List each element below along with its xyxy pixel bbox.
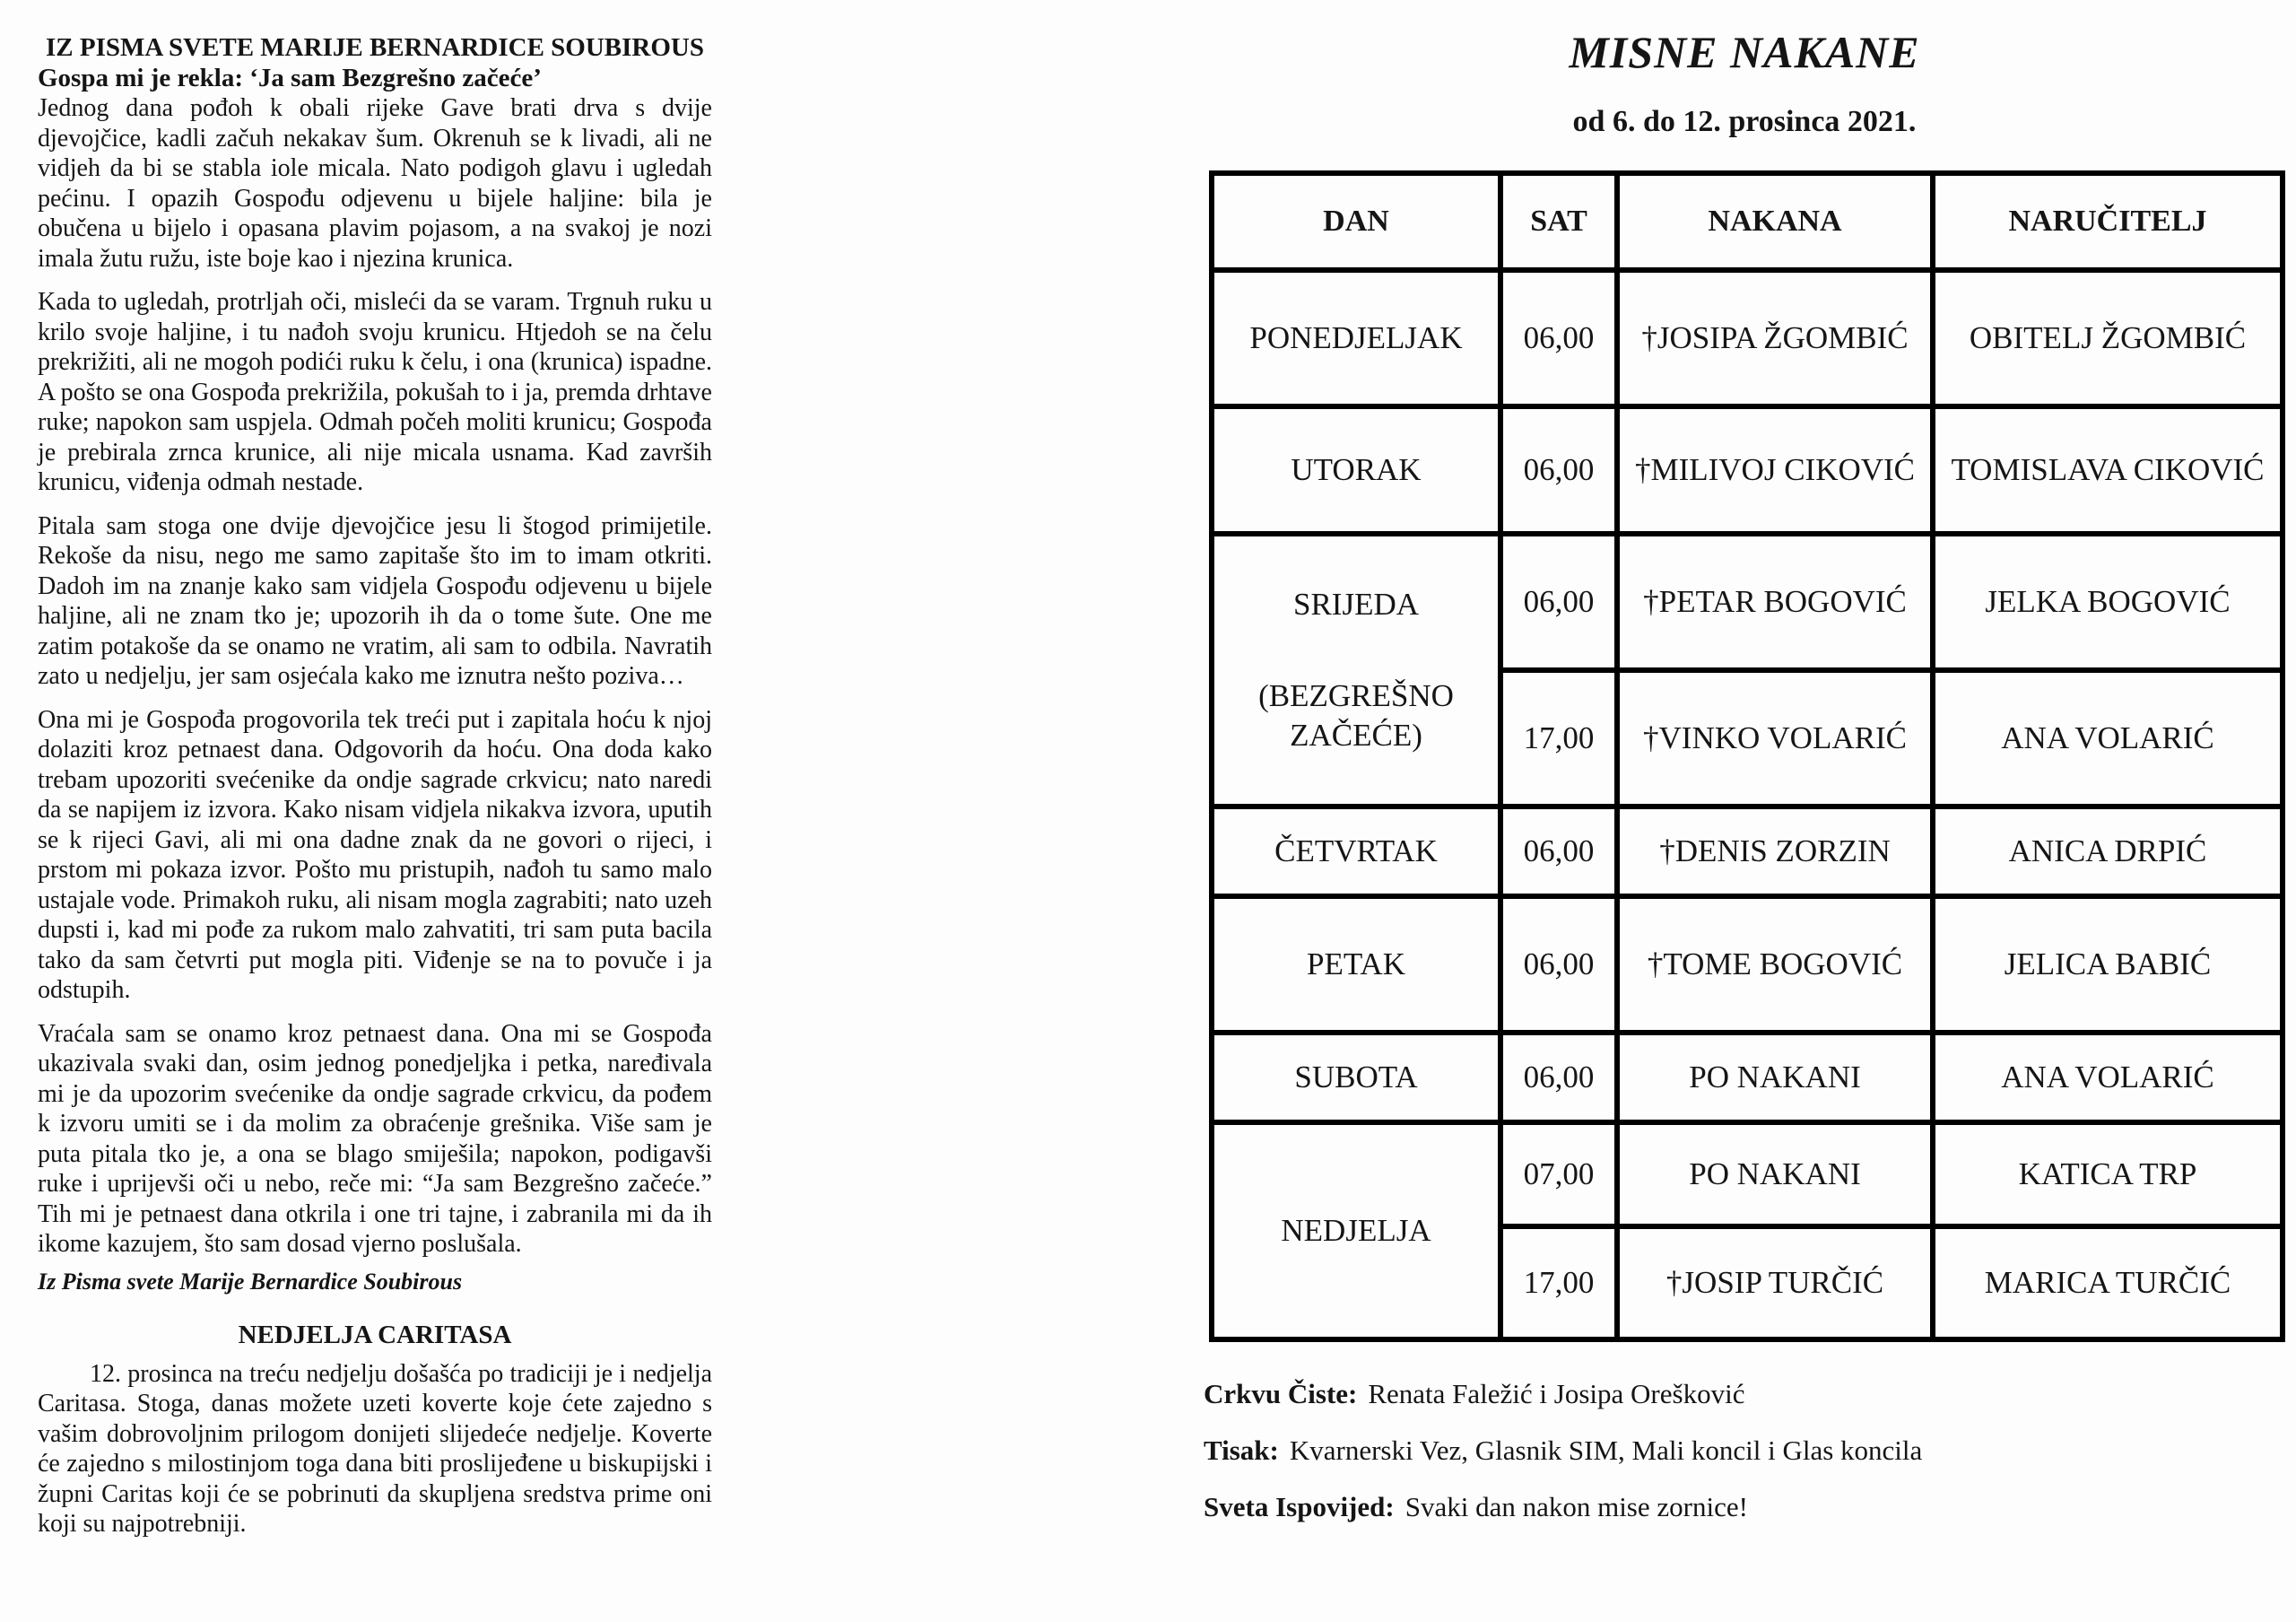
col-header-requester: NARUČITELJ bbox=[1930, 170, 2285, 273]
letter-title: IZ PISMA SVETE MARIJE BERNARDICE SOUBIRO… bbox=[45, 33, 704, 62]
mass-intentions-date-range: od 6. do 12. prosinca 2021. bbox=[1572, 105, 1917, 138]
col-header-time: SAT bbox=[1498, 170, 1620, 273]
day-name: SRIJEDA bbox=[1292, 587, 1420, 622]
cell-requester: JELKA BOGOVIĆ bbox=[1930, 531, 2285, 673]
caritas-paragraph: 12. prosinca na treću nedjelju došašća p… bbox=[38, 1359, 712, 1539]
cell-intention: †PETAR BOGOVIĆ bbox=[1614, 531, 1935, 673]
cell-requester: OBITELJ ŽGOMBIĆ bbox=[1930, 267, 2285, 409]
letter-paragraph: Kada to ugledah, protrljah oči, misleći … bbox=[38, 288, 712, 496]
footer-text: Svaki dan nakon mise zornice! bbox=[1405, 1491, 1748, 1522]
cell-requester: MARICA TURČIĆ bbox=[1930, 1224, 2285, 1342]
caritas-heading: NEDJELJA CARITASA bbox=[238, 1320, 512, 1349]
cell-intention: †MILIVOJ CIKOVIĆ bbox=[1614, 404, 1935, 536]
letter-paragraph: Ona mi je Gospođa progovorila tek treći … bbox=[38, 705, 712, 1005]
cell-day: SRIJEDA (BEZGREŠNO ZAČEĆE) bbox=[1209, 531, 1503, 809]
cell-intention: †JOSIP TURČIĆ bbox=[1614, 1224, 1935, 1342]
footer-text: Kvarnerski Vez, Glasnik SIM, Mali koncil… bbox=[1289, 1435, 1923, 1466]
cell-intention: †VINKO VOLARIĆ bbox=[1614, 667, 1935, 809]
footer-line-confession: Sveta Ispovijed: Svaki dan nakon mise zor… bbox=[1204, 1489, 2289, 1525]
letter-subtitle: Gospa mi je rekla: ‘Ja sam Bezgrešno zač… bbox=[38, 64, 542, 92]
cell-day: PONEDJELJAK bbox=[1209, 267, 1503, 409]
cell-time: 17,00 bbox=[1498, 667, 1620, 809]
day-note: (BEZGREŠNO ZAČEĆE) bbox=[1258, 678, 1454, 753]
footer-label: Tisak: bbox=[1204, 1435, 1279, 1466]
cell-day: SUBOTA bbox=[1209, 1030, 1503, 1125]
cell-requester: ANA VOLARIĆ bbox=[1930, 667, 2285, 809]
mass-intentions-title: MISNE NAKANE bbox=[1569, 27, 1920, 77]
cell-time: 06,00 bbox=[1498, 894, 1620, 1035]
footer-label: Crkvu Čiste: bbox=[1204, 1378, 1358, 1409]
footer-line-church-cleaning: Crkvu Čiste: Renata Faležić i Josipa Oreš… bbox=[1204, 1376, 2289, 1412]
cell-time: 06,00 bbox=[1498, 1030, 1620, 1125]
table-row: 17,00 †JOSIP TURČIĆ MARICA TURČIĆ bbox=[1212, 1224, 2285, 1342]
left-page: IZ PISMA SVETE MARIJE BERNARDICE SOUBIRO… bbox=[38, 32, 712, 1539]
table-row: ČETVRTAK 06,00 †DENIS ZORZIN ANICA DRPIĆ bbox=[1209, 804, 2285, 899]
right-page: MISNE NAKANE od 6. do 12. prosinca 2021.… bbox=[1200, 27, 2289, 1546]
cell-requester: TOMISLAVA CIKOVIĆ bbox=[1930, 404, 2285, 536]
letter-paragraph: Pitala sam stoga one dvije djevojčice je… bbox=[38, 511, 712, 691]
footer-line-press: Tisak: Kvarnerski Vez, Glasnik SIM, Mali … bbox=[1204, 1433, 2289, 1469]
cell-time: 17,00 bbox=[1498, 1224, 1620, 1342]
cell-time: 06,00 bbox=[1498, 404, 1620, 536]
cell-intention: †TOME BOGOVIĆ bbox=[1614, 894, 1935, 1035]
cell-time: 06,00 bbox=[1498, 531, 1620, 673]
cell-intention: †DENIS ZORZIN bbox=[1614, 804, 1935, 899]
footer-text: Renata Faležić i Josipa Orešković bbox=[1368, 1378, 1745, 1409]
cell-requester: KATICA TRP bbox=[1930, 1120, 2285, 1229]
table-row: SRIJEDA (BEZGREŠNO ZAČEĆE) 06,00 †PETAR … bbox=[1209, 531, 2285, 809]
table-row: UTORAK 06,00 †MILIVOJ CIKOVIĆ TOMISLAVA … bbox=[1209, 404, 2285, 536]
table-row: PETAK 06,00 †TOME BOGOVIĆ JELICA BABIĆ bbox=[1209, 894, 2285, 1035]
table-row: PONEDJELJAK 06,00 †JOSIPA ŽGOMBIĆ OBITEL… bbox=[1209, 267, 2285, 409]
right-page-footer: Crkvu Čiste: Renata Faležić i Josipa Oreš… bbox=[1204, 1376, 2289, 1525]
cell-requester: JELICA BABIĆ bbox=[1930, 894, 2285, 1035]
table-header-row: DAN SAT NAKANA NARUČITELJ bbox=[1209, 170, 2285, 273]
cell-time: 06,00 bbox=[1498, 804, 1620, 899]
cell-intention: PO NAKANI bbox=[1614, 1030, 1935, 1125]
cell-day: UTORAK bbox=[1209, 404, 1503, 536]
footer-label: Sveta Ispovijed: bbox=[1204, 1491, 1395, 1522]
mass-intentions-table: DAN SAT NAKANA NARUČITELJ PONEDJELJAK 06… bbox=[1209, 170, 2285, 1342]
letter-paragraph: Jednog dana pođoh k obali rijeke Gave br… bbox=[38, 94, 712, 273]
col-header-intention: NAKANA bbox=[1614, 170, 1935, 273]
cell-time: 07,00 bbox=[1498, 1120, 1620, 1229]
cell-intention: †JOSIPA ŽGOMBIĆ bbox=[1614, 267, 1935, 409]
cell-time: 06,00 bbox=[1498, 267, 1620, 409]
cell-day: ČETVRTAK bbox=[1209, 804, 1503, 899]
col-header-day: DAN bbox=[1209, 170, 1503, 273]
table-row: NEDJELJA 07,00 PO NAKANI KATICA TRP bbox=[1209, 1120, 2285, 1342]
cell-day: PETAK bbox=[1209, 894, 1503, 1035]
cell-intention: PO NAKANI bbox=[1614, 1120, 1935, 1229]
letter-attribution: Iz Pisma svete Marije Bernardice Soubiro… bbox=[38, 1268, 463, 1295]
table-row: SUBOTA 06,00 PO NAKANI ANA VOLARIĆ bbox=[1209, 1030, 2285, 1125]
cell-day: NEDJELJA bbox=[1209, 1120, 1503, 1342]
letter-paragraph: Vraćala sam se onamo kroz petnaest dana.… bbox=[38, 1019, 712, 1259]
cell-requester: ANA VOLARIĆ bbox=[1930, 1030, 2285, 1125]
table-row: 17,00 †VINKO VOLARIĆ ANA VOLARIĆ bbox=[1212, 667, 2285, 809]
cell-requester: ANICA DRPIĆ bbox=[1930, 804, 2285, 899]
